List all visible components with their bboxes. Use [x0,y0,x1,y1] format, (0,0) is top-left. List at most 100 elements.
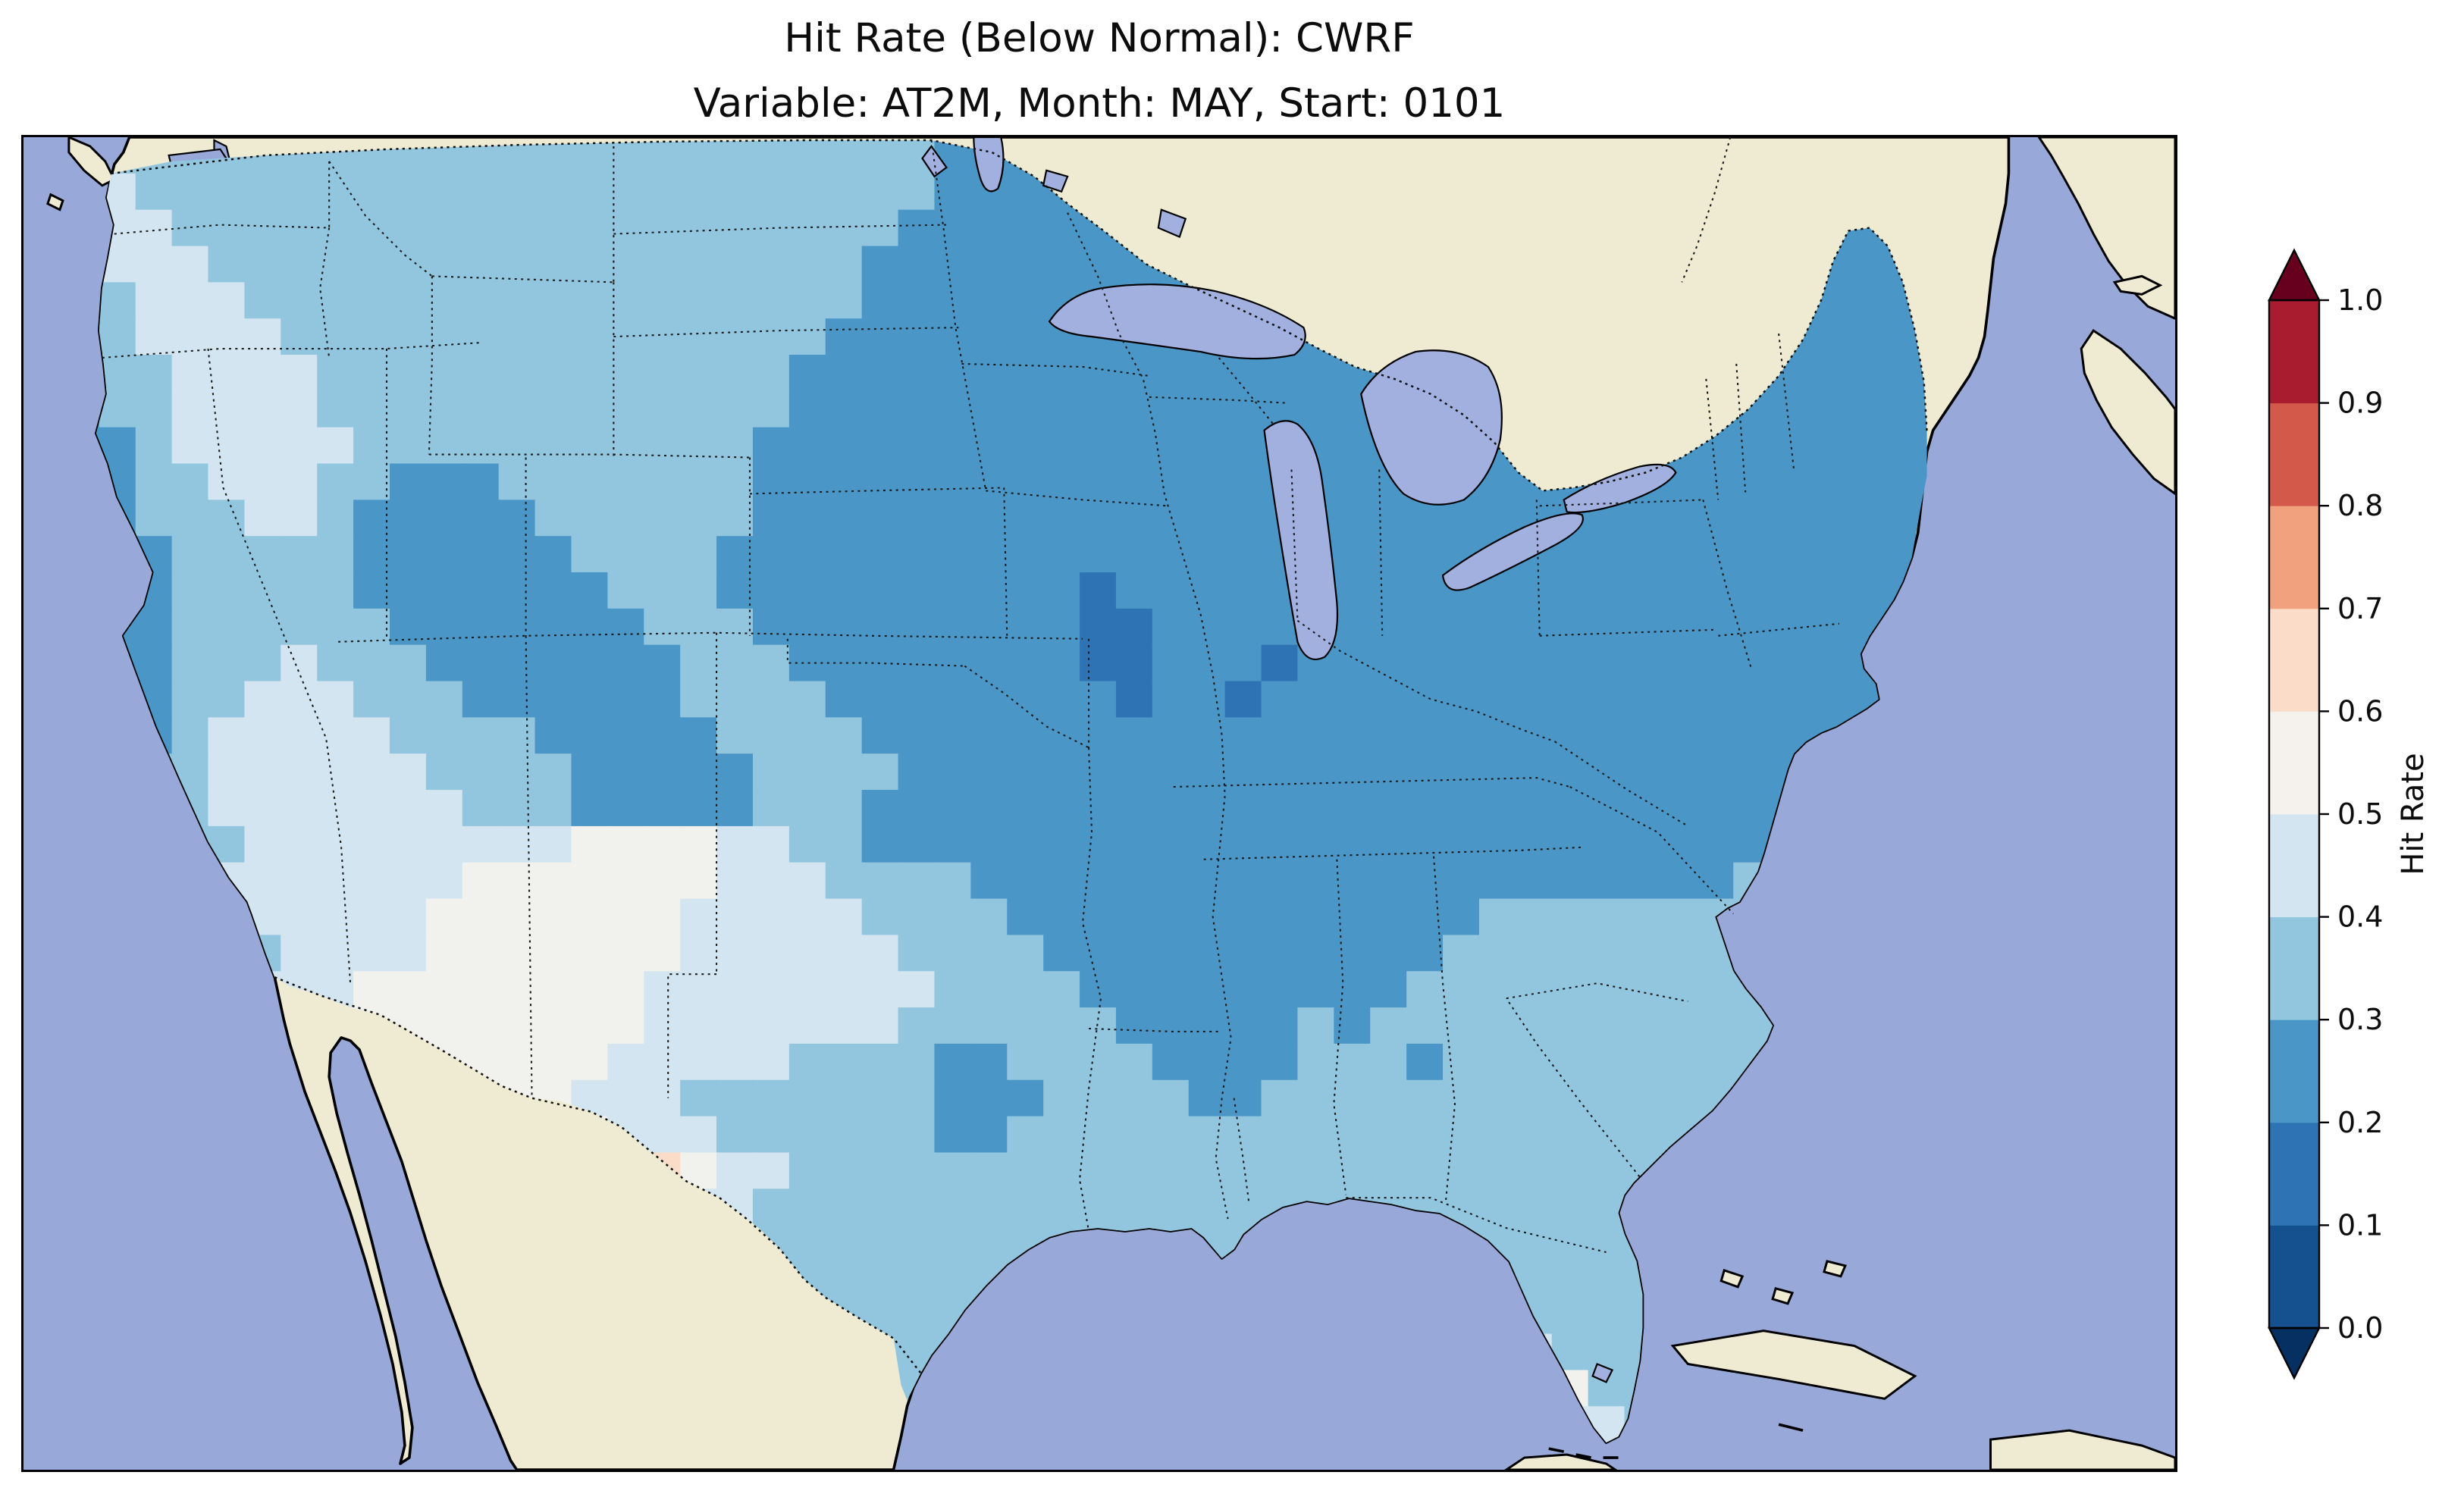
grid-cell [644,500,682,537]
grid-cell [1007,355,1045,393]
grid-cell [1660,898,1698,936]
grid-cell [1588,898,1625,936]
grid-cell [1115,681,1154,719]
grid-cell [1115,935,1154,973]
grid-cell [1224,898,1262,936]
grid-cell [752,209,791,247]
grid-cell [534,753,572,791]
grid-cell [281,862,318,900]
grid-cell [861,681,899,719]
grid-cell [317,572,355,610]
grid-cell [462,608,500,646]
grid-cell [1115,825,1154,863]
grid-cell [1152,1189,1190,1226]
grid-cell [317,282,355,320]
grid-cell [1660,1043,1698,1081]
grid-cell [353,463,391,501]
grid-cell [1007,1116,1045,1154]
grid-cell [898,790,936,828]
grid-cell [680,500,718,537]
grid-cell [462,463,500,501]
grid-cell [1080,608,1118,646]
grid-cell [788,790,826,828]
grid-cell [1551,644,1589,682]
colorbar-tick-label: 0.2 [2337,1106,2383,1139]
grid-cell [1007,753,1045,791]
grid-cell [135,246,173,283]
grid-cell [1624,572,1662,610]
grid-cell [970,790,1008,828]
grid-cell [1334,1043,1372,1081]
grid-cell [244,608,282,646]
grid-cell [788,139,826,175]
grid-cell [898,355,936,393]
grid-cell [1443,1043,1481,1081]
grid-cell [680,1116,718,1154]
grid-cell [1043,390,1081,428]
grid-cell [1588,1261,1625,1298]
grid-cell [1043,1043,1081,1081]
lake-huron [1360,349,1503,506]
grid-cell [898,862,936,900]
grid-cell [353,572,391,610]
grid-cell [752,825,791,863]
grid-cell [752,790,791,828]
grid-cell [498,971,536,1009]
grid-cell [1515,1152,1553,1190]
grid-cell [1406,971,1444,1009]
grid-cell [861,1007,899,1045]
grid-cell [1588,971,1625,1009]
grid-cell [752,246,791,283]
grid-cell [1188,1007,1226,1045]
grid-cell [281,644,318,682]
grid-cell [644,644,682,682]
grid-cell [571,971,609,1009]
grid-cell [898,1116,936,1154]
grid-cell [1697,1007,1735,1045]
grid-cell [1224,681,1262,719]
grid-cell [861,862,899,900]
grid-cell [1515,608,1553,646]
grid-cell [1697,790,1735,828]
grid-cell [1043,644,1081,682]
grid-cell [1080,355,1118,393]
grid-cell [680,1079,718,1117]
grid-cell [244,753,282,791]
grid-cell [1478,862,1517,900]
grid-cell [1660,644,1698,682]
grid-cell [680,173,718,211]
grid-cell [898,1007,936,1045]
grid-cell [716,463,754,501]
grid-cell [389,753,428,791]
grid-cell [1624,1007,1662,1045]
colorbar-tick-label: 0.4 [2337,900,2383,934]
grid-cell [716,753,754,791]
grid-cell [1660,681,1698,719]
grid-cell [244,463,282,501]
grid-cell [861,971,899,1009]
grid-cell [1624,1043,1662,1081]
grid-cell [498,608,536,646]
grid-cell [317,355,355,393]
grid-cell [825,898,863,936]
grid-cell [498,390,536,428]
grid-cell [1080,971,1118,1009]
grid-cell [788,825,826,863]
grid-cell [1297,862,1335,900]
grid-cell [1624,790,1662,828]
grid-cell [1007,862,1045,900]
colorbar-bands [2268,248,2321,1380]
grid-cell [1261,898,1299,936]
grid-cell [1007,209,1045,247]
grid-cell [425,1007,463,1045]
grid-cell [1080,898,1118,936]
grid-cell [1842,318,1880,356]
grid-cell [498,355,536,393]
grid-cell [244,282,282,320]
grid-cell [825,1007,863,1045]
grid-cell [1043,500,1081,537]
grid-cell [861,790,899,828]
grid-cell [1370,790,1408,828]
grid-cell [1370,935,1408,973]
grid-cell [317,825,355,863]
